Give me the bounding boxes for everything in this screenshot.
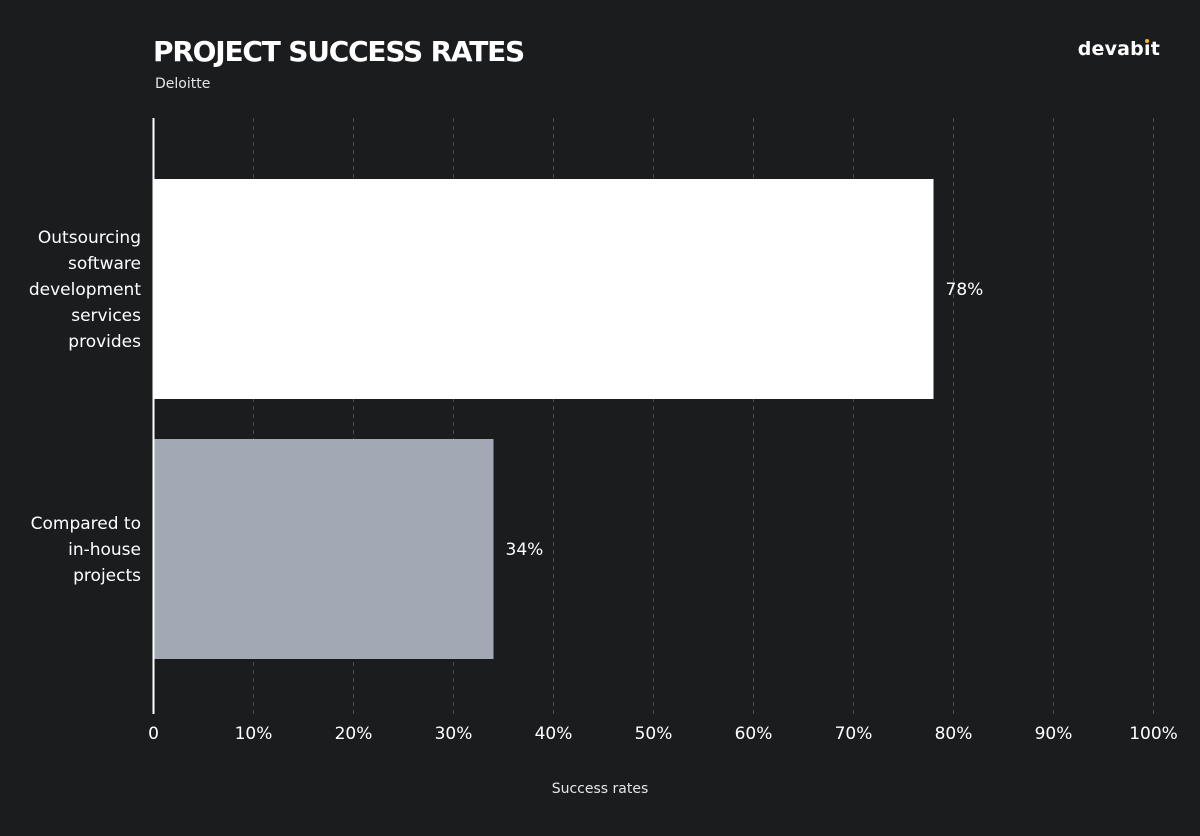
bar xyxy=(153,439,494,659)
x-tick-label: 10% xyxy=(235,724,273,744)
x-tick-label: 50% xyxy=(635,724,673,744)
category-label-line: projects xyxy=(73,566,141,586)
x-tick-label: 90% xyxy=(1035,724,1073,744)
category-label-line: in-house xyxy=(68,540,141,560)
x-tick-label: 80% xyxy=(935,724,973,744)
x-tick-label: 0 xyxy=(148,724,159,744)
chart-title: PROJECT SUCCESS RATES xyxy=(153,35,525,68)
x-tick-label: 40% xyxy=(535,724,573,744)
category-label-line: development xyxy=(29,280,141,300)
brand-accent-letter: ı xyxy=(1143,38,1151,60)
x-tick-label: 60% xyxy=(735,724,773,744)
value-labels: 78% 34% xyxy=(506,280,984,560)
category-label-line: services xyxy=(71,306,141,326)
value-label: 34% xyxy=(506,540,544,560)
category-labels: Outsourcing software development services pr… xyxy=(29,228,141,586)
category-label-line: Compared to xyxy=(31,514,141,534)
category-label-line: Outsourcing xyxy=(38,228,141,248)
x-tick-label: 20% xyxy=(335,724,373,744)
category-label-line: provides xyxy=(68,332,141,352)
bars xyxy=(153,179,934,659)
bar xyxy=(153,179,934,399)
x-tick-labels: 0 10% 20% 30% 40% 50% 60% 70% 80% 90% 100% xyxy=(148,724,1178,744)
value-label: 78% xyxy=(946,280,984,300)
chart-subtitle: Deloitte xyxy=(155,76,211,92)
brand-logo: devabıt xyxy=(1078,36,1160,62)
category-label: Outsourcing software development services pr… xyxy=(29,228,141,352)
x-axis-title: Success rates xyxy=(552,781,649,797)
x-tick-label: 70% xyxy=(835,724,873,744)
category-label: Compared to in-house projects xyxy=(31,514,142,586)
x-tick-label: 100% xyxy=(1129,724,1178,744)
x-tick-label: 30% xyxy=(435,724,473,744)
category-label-line: software xyxy=(68,254,141,274)
brand-name: devabıt xyxy=(1077,38,1160,60)
